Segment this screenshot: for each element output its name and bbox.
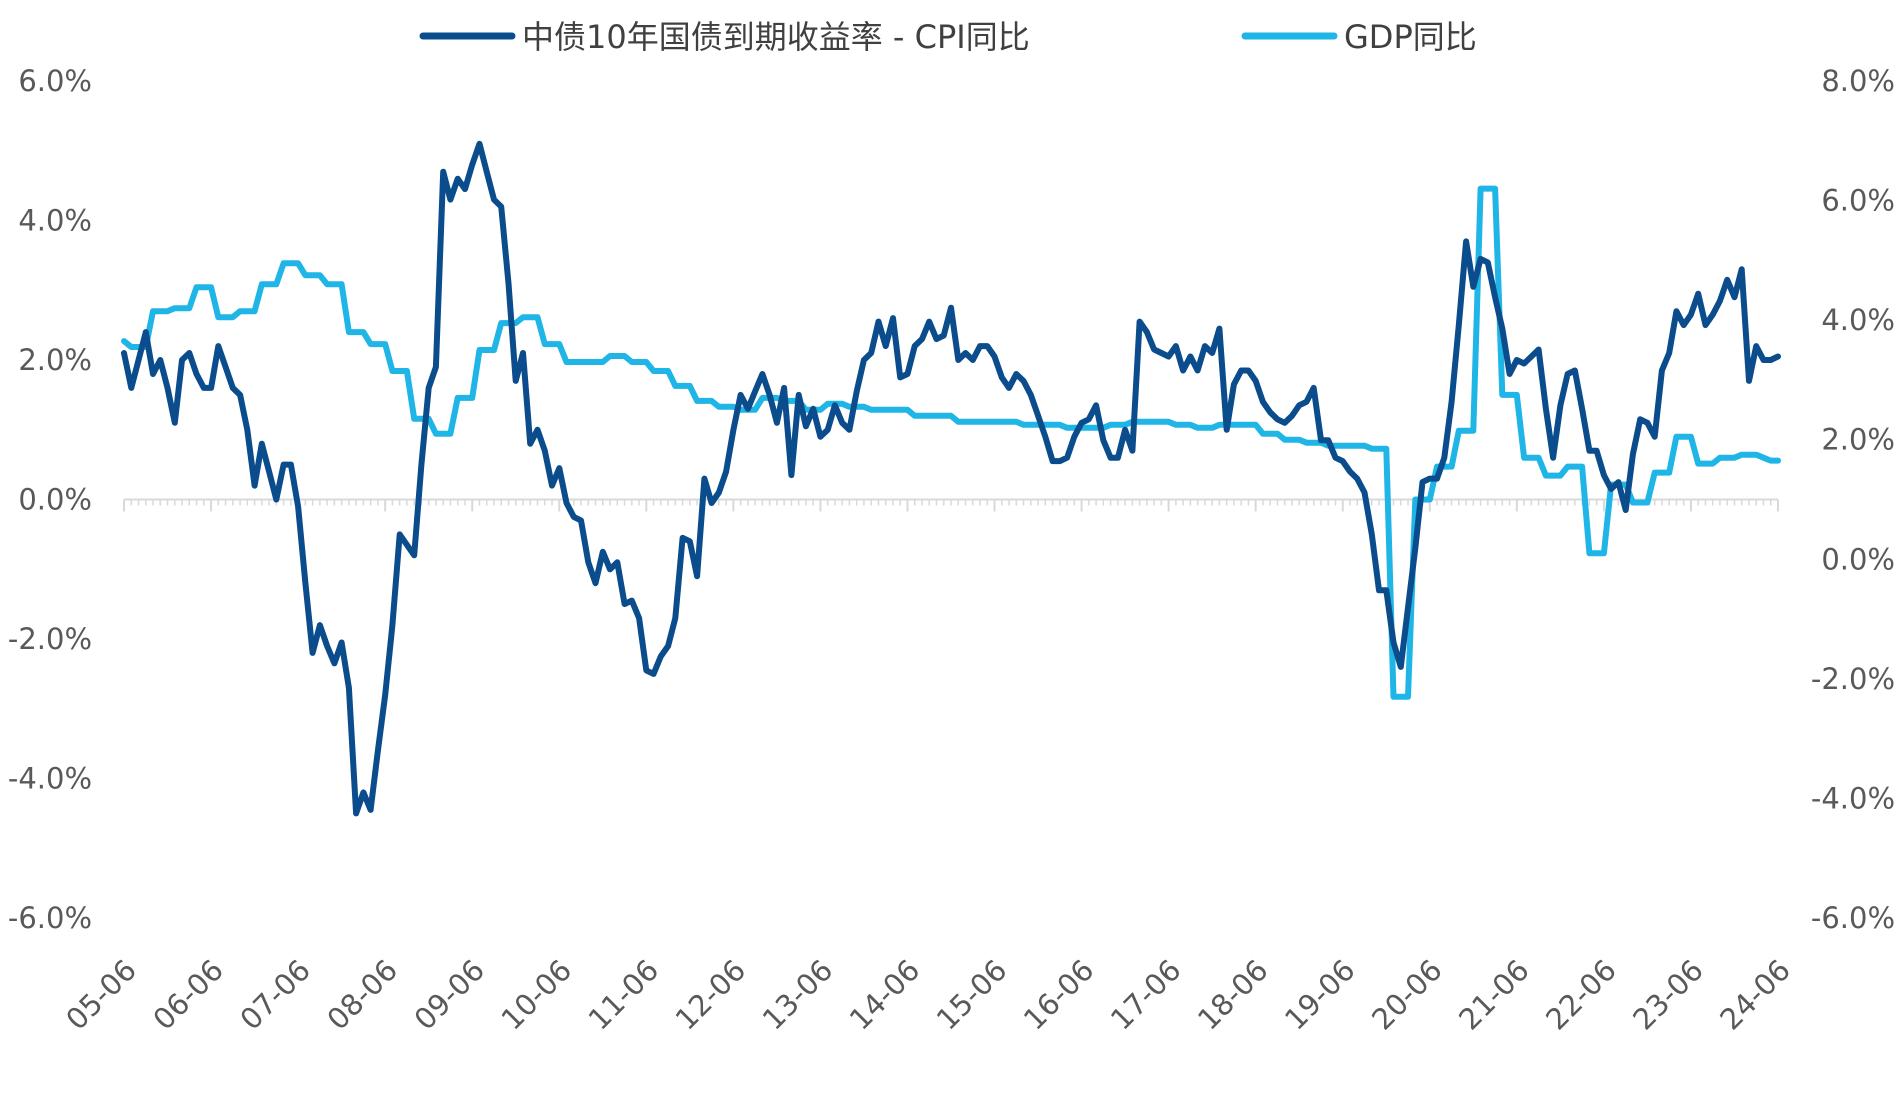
y-right-tick-label: -2.0% — [1811, 662, 1895, 696]
x-tick-label: 12-06 — [669, 953, 753, 1037]
x-tick-label: 15-06 — [930, 953, 1014, 1037]
x-tick-label: 24-06 — [1713, 953, 1797, 1037]
x-tick-label: 06-06 — [146, 953, 230, 1037]
x-tick-label: 08-06 — [320, 953, 404, 1037]
legend-label-yield-minus-cpi: 中债10年国债到期收益率 - CPI同比 — [522, 18, 1030, 56]
y-left-tick-label: -2.0% — [8, 622, 92, 656]
x-tick-label: 16-06 — [1017, 953, 1101, 1037]
y-right-tick-label: 2.0% — [1821, 423, 1895, 457]
series-line-yield-minus-cpi — [121, 140, 1781, 817]
series-line-gdp-yoy — [121, 185, 1781, 700]
x-tick-label: 10-06 — [495, 953, 579, 1037]
y-left-tick-label: 0.0% — [18, 483, 92, 517]
x-tick-label: 21-06 — [1452, 953, 1536, 1037]
y-axis-left: -6.0% -4.0% -2.0% 0.0% 2.0% 4.0% 6.0% — [8, 64, 92, 935]
x-tick-label: 11-06 — [582, 953, 666, 1037]
y-right-tick-label: 8.0% — [1821, 64, 1895, 98]
x-axis: 05-06 06-06 07-06 08-06 09-06 10-06 11-06 12-06… — [59, 498, 1797, 1037]
x-tick-label: 17-06 — [1104, 953, 1188, 1037]
y-right-tick-label: -6.0% — [1811, 901, 1895, 935]
legend-label-gdp-yoy: GDP同比 — [1344, 18, 1477, 56]
y-right-tick-label: 4.0% — [1821, 303, 1895, 337]
y-left-tick-label: -4.0% — [8, 762, 92, 796]
x-tick-label: 05-06 — [59, 953, 143, 1037]
y-right-tick-label: 6.0% — [1821, 184, 1895, 218]
y-left-tick-label: 2.0% — [18, 343, 92, 377]
x-tick-label: 07-06 — [233, 953, 317, 1037]
series-layer — [121, 140, 1781, 817]
x-tick-label: 14-06 — [843, 953, 927, 1037]
x-tick-label: 09-06 — [408, 953, 492, 1037]
y-left-tick-label: 6.0% — [18, 64, 92, 98]
x-tick-label: 23-06 — [1626, 953, 1710, 1037]
x-tick-label: 18-06 — [1191, 953, 1275, 1037]
x-tick-label: 20-06 — [1365, 953, 1449, 1037]
y-axis-right: -6.0% -4.0% -2.0% 0.0% 2.0% 4.0% 6.0% 8.0% — [1811, 64, 1895, 935]
x-tick-label: 22-06 — [1539, 953, 1623, 1037]
y-left-tick-label: -6.0% — [8, 901, 92, 935]
y-left-tick-label: 4.0% — [18, 204, 92, 238]
x-tick-label: 13-06 — [756, 953, 840, 1037]
y-right-tick-label: -4.0% — [1811, 781, 1895, 815]
legend: 中债10年国债到期收益率 - CPI同比 GDP同比 — [419, 18, 1477, 56]
x-tick-label: 19-06 — [1278, 953, 1362, 1037]
y-right-tick-label: 0.0% — [1821, 542, 1895, 576]
